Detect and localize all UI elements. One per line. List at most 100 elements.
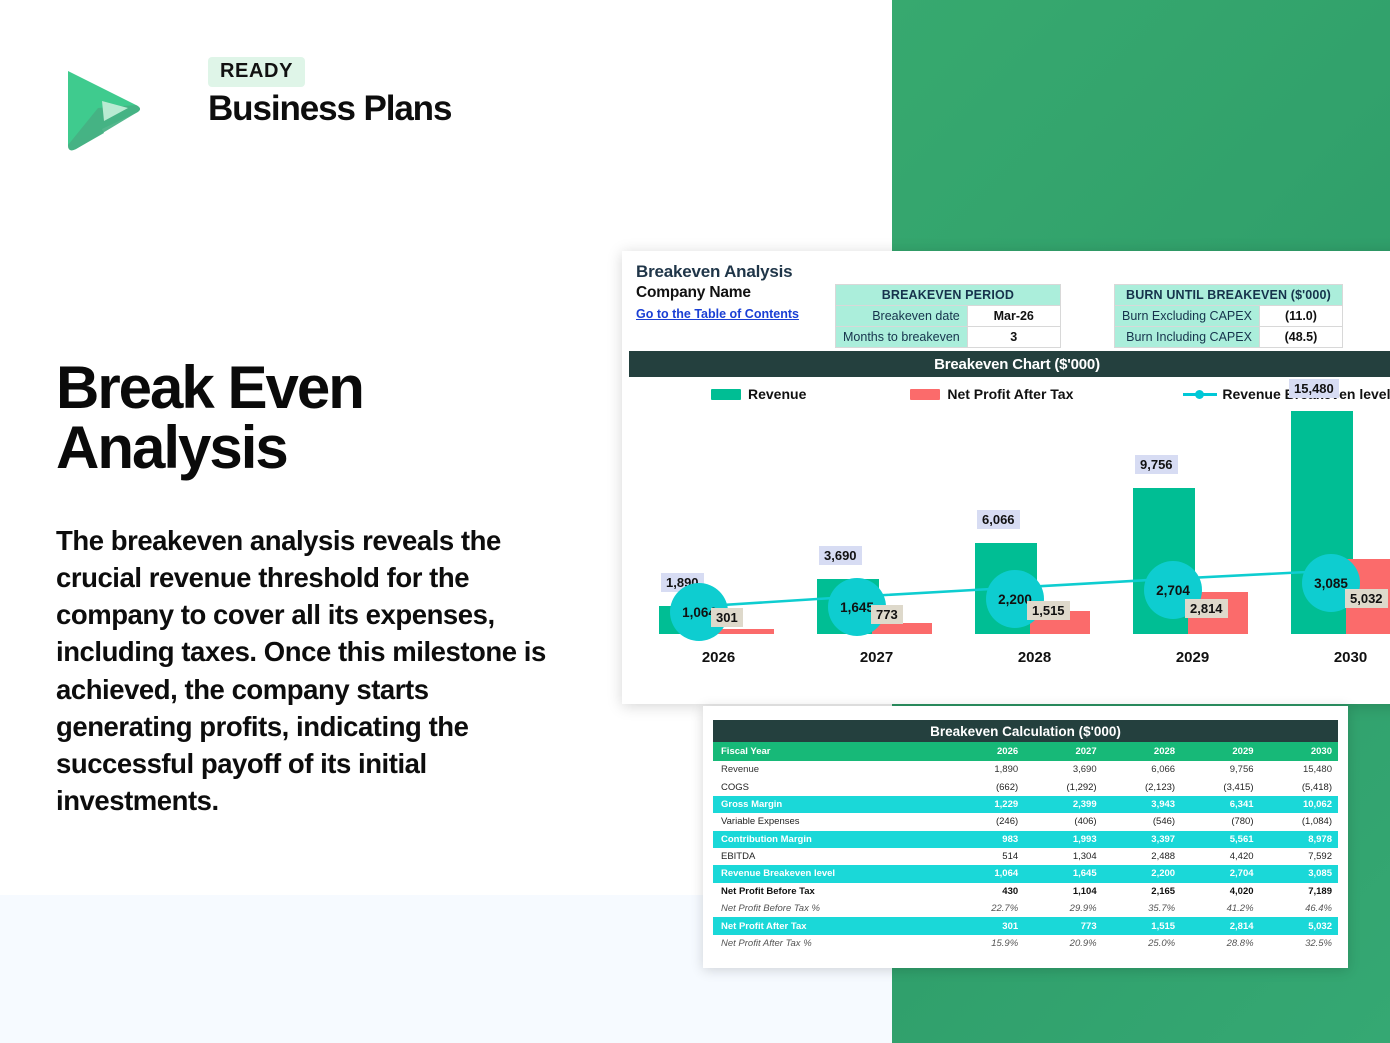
- bar-group-2027: 3,690 773 1,645: [799, 411, 954, 636]
- profit-bar-2027: [872, 623, 932, 634]
- cell-2028: 1,515: [1102, 917, 1182, 935]
- cell-2026: (246): [995, 816, 1019, 828]
- table-row: Breakeven date Mar-26: [835, 305, 1061, 327]
- table-row: Burn Excluding CAPEX (11.0): [1114, 305, 1343, 327]
- revenue-label-2030: 15,480: [1289, 379, 1339, 398]
- column-header-2027: 2027: [1024, 742, 1103, 761]
- column-header-2026: 2026: [951, 742, 1025, 761]
- cell-2030: 15,480: [1259, 761, 1338, 779]
- cell-2028: 2,165: [1151, 885, 1176, 897]
- burn-excluding-capex-value: (11.0): [1258, 305, 1343, 327]
- cell-2030: 10,062: [1259, 795, 1338, 814]
- table-row: Months to breakeven 3: [835, 326, 1061, 348]
- cell-2029: 2,704: [1181, 865, 1260, 883]
- legend-label-revenue: Revenue: [748, 386, 807, 402]
- cell-2028: 35.7%: [1148, 903, 1176, 915]
- legend-item-revenue-breakeven-level: Revenue Breakeven level: [1183, 386, 1390, 402]
- cell-2028: 3,397: [1102, 830, 1182, 848]
- cell-2026: 430: [1002, 885, 1019, 897]
- profit-label-2029: 2,814: [1185, 599, 1228, 618]
- cell-2030: 3,085: [1259, 865, 1338, 883]
- row-label: Net Profit After Tax %: [721, 937, 812, 949]
- cell-2027: 1,993: [1024, 830, 1103, 848]
- cell-2030: 46.4%: [1305, 903, 1332, 915]
- cell-2026: 15.9%: [991, 937, 1019, 949]
- x-axis-label-2029: 2029: [1175, 649, 1210, 666]
- cell-2028: 25.0%: [1148, 937, 1176, 949]
- burn-including-capex-label: Burn Including CAPEX: [1114, 326, 1260, 348]
- breakeven-date-value: Mar-26: [966, 305, 1061, 327]
- months-to-breakeven-label: Months to breakeven: [835, 326, 968, 348]
- table-row: COGS (662) (1,292) (2,123) (3,415) (5,418): [713, 778, 1338, 795]
- row-label: Net Profit Before Tax %: [721, 903, 820, 915]
- cell-2029: 4,420: [1229, 851, 1254, 863]
- cell-2027: (406): [1074, 816, 1097, 828]
- cell-2028: (546): [1152, 816, 1176, 828]
- cell-2026: 301: [951, 917, 1025, 935]
- table-row: Gross Margin 1,229 2,399 3,943 6,341 10,062: [713, 795, 1338, 814]
- page-description: The breakeven analysis reveals the cruci…: [56, 524, 546, 817]
- cell-2030: 7,592: [1308, 851, 1332, 863]
- cell-2029: (780): [1231, 816, 1254, 828]
- cell-2030: (5,418): [1301, 781, 1332, 793]
- table-row: Burn Including CAPEX (48.5): [1114, 326, 1343, 348]
- table-row: Revenue Breakeven level 1,064 1,645 2,200 2,…: [713, 865, 1338, 883]
- column-header-fiscal-year: Fiscal Year: [713, 742, 952, 761]
- table-row: Net Profit After Tax 301 773 1,515 2,814 5,03…: [713, 917, 1338, 935]
- x-axis-label-2028: 2028: [1017, 649, 1052, 666]
- cell-2027: 2,399: [1024, 795, 1103, 814]
- chart-legend: Revenue Net Profit After Tax Revenue Bre…: [629, 383, 1390, 405]
- cell-2028: 2,200: [1102, 865, 1182, 883]
- company-name: Company Name: [636, 284, 751, 301]
- cell-2027: (1,292): [1066, 781, 1097, 793]
- burn-including-capex-value: (48.5): [1258, 326, 1343, 348]
- calculation-table: Fiscal Year 2026 2027 2028 2029 2030 Rev…: [713, 742, 1338, 952]
- breakeven-chart-card: Breakeven Analysis Company Name Go to th…: [622, 251, 1390, 704]
- bar-group-2030: 15,480 5,032 3,085: [1273, 379, 1390, 634]
- calculation-title: Breakeven Calculation ($'000): [713, 720, 1338, 742]
- x-axis-label-2026: 2026: [701, 649, 736, 666]
- cell-2026: 1,890: [951, 761, 1025, 779]
- cell-2030: 32.5%: [1305, 937, 1332, 949]
- row-label: Contribution Margin: [713, 830, 952, 848]
- cell-2027: 1,104: [1072, 885, 1097, 897]
- cell-2027: 20.9%: [1069, 937, 1097, 949]
- row-label: Gross Margin: [713, 795, 952, 814]
- breakeven-date-label: Breakeven date: [835, 305, 968, 327]
- table-row: Net Profit Before Tax % 22.7% 29.9% 35.7% 41…: [713, 900, 1338, 917]
- profit-swatch-icon: [910, 388, 941, 400]
- column-header-2030: 2030: [1259, 742, 1338, 761]
- ready-badge: READY: [208, 57, 306, 87]
- x-axis-label-2030: 2030: [1333, 649, 1368, 666]
- cell-2029: 9,756: [1181, 761, 1260, 779]
- profit-label-2028: 1,515: [1027, 601, 1070, 620]
- cell-2029: (3,415): [1223, 781, 1254, 793]
- chart-plot-area: 1,890 301 1,064 3,690 773 1,645 6,066 1,…: [629, 379, 1390, 666]
- profit-label-2027: 773: [871, 605, 903, 624]
- legend-item-net-profit-after-tax: Net Profit After Tax: [910, 386, 1073, 402]
- cell-2026: 1,229: [951, 795, 1025, 814]
- play-triangle-logo-icon: [68, 71, 140, 151]
- breakeven-period-table: BREAKEVEN PERIOD Breakeven date Mar-26 M…: [835, 284, 1061, 348]
- cell-2029: 41.2%: [1226, 903, 1254, 915]
- cell-2027: 1,304: [1072, 851, 1097, 863]
- cell-2029: 5,561: [1181, 830, 1260, 848]
- legend-label-npat: Net Profit After Tax: [947, 386, 1074, 402]
- table-of-contents-link[interactable]: Go to the Table of Contents: [636, 307, 799, 321]
- cell-2029: 4,020: [1229, 885, 1254, 897]
- revenue-label-2027: 3,690: [819, 546, 862, 565]
- cell-2026: 1,064: [951, 865, 1025, 883]
- months-to-breakeven-value: 3: [966, 326, 1061, 348]
- brand-logo: READY Business Plans: [58, 57, 458, 157]
- x-axis-label-2027: 2027: [859, 649, 894, 666]
- cell-2026: 514: [1002, 851, 1019, 863]
- table-row: Net Profit After Tax % 15.9% 20.9% 25.0% 28.…: [713, 935, 1338, 952]
- cell-2029: 28.8%: [1226, 937, 1254, 949]
- cell-2028: 3,943: [1102, 795, 1182, 814]
- cell-2030: 5,032: [1259, 917, 1338, 935]
- cell-2027: 3,690: [1024, 761, 1103, 779]
- revenue-swatch-icon: [711, 388, 741, 400]
- cell-2026: 22.7%: [991, 903, 1019, 915]
- row-label: Variable Expenses: [721, 816, 800, 828]
- row-label: Revenue: [713, 761, 952, 779]
